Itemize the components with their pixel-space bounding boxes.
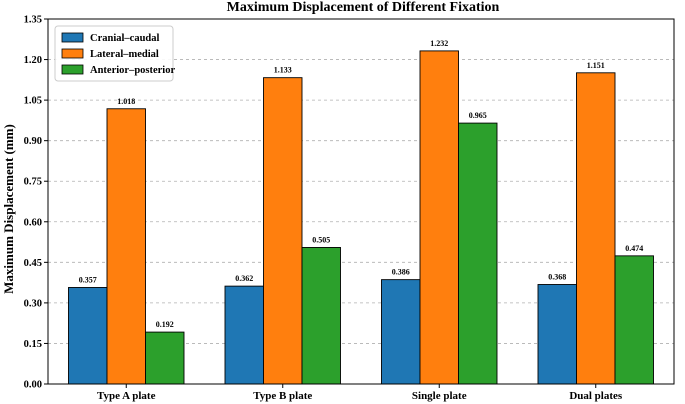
plot-frame — [47, 18, 675, 385]
bar-value-label: 1.018 — [117, 97, 135, 106]
bar-value-label: 1.151 — [587, 61, 605, 70]
bar-value-label: 0.505 — [312, 235, 330, 244]
legend-box — [54, 25, 174, 82]
bar-value-label: 0.368 — [548, 273, 566, 282]
bar — [145, 331, 185, 385]
bar — [224, 285, 264, 385]
bar — [106, 108, 146, 385]
bar — [614, 255, 654, 385]
x-tick-label: Single plate — [412, 390, 467, 402]
y-tick-label: 0.45 — [24, 258, 42, 269]
bar-value-label: 0.386 — [392, 268, 410, 277]
data-labels: 0.357 1.018 0.192 0.362 1.133 0.505 0.386 1.232… — [79, 39, 644, 329]
legend-label: Cranial–caudal — [90, 33, 160, 44]
legend-swatch — [61, 64, 84, 75]
bar — [419, 50, 459, 385]
x-tick-label: Dual plates — [569, 390, 623, 402]
x-tick-label: Type A plate — [97, 390, 156, 402]
y-tick-label: 1.35 — [24, 15, 42, 26]
legend-swatch — [61, 48, 84, 59]
y-tick-label: 0.60 — [24, 217, 42, 228]
y-axis-label: Maximum Displacement (mm) — [1, 124, 16, 294]
legend-swatch — [61, 32, 84, 43]
bar-value-label: 1.232 — [430, 39, 448, 48]
bar — [301, 247, 341, 385]
legend-label: Anterior–posterior — [90, 65, 175, 76]
bar-value-label: 1.133 — [274, 66, 292, 75]
bar — [576, 72, 616, 385]
axes: 0.00 0.15 0.30 0.45 0.60 0.75 0.90 1.05 1.20 1.35… — [24, 15, 675, 402]
legend-label: Lateral–medial — [90, 49, 159, 60]
y-tick-label: 0.15 — [24, 339, 42, 350]
bar-value-label: 0.965 — [469, 111, 487, 120]
bar-value-label: 0.357 — [79, 275, 97, 284]
bar — [263, 77, 303, 385]
y-tick-label: 0.90 — [24, 136, 42, 147]
bars — [68, 50, 654, 385]
bar — [68, 287, 108, 385]
y-tick-label: 0.00 — [24, 380, 42, 391]
bar-value-label: 0.192 — [156, 320, 174, 329]
chart-title: Maximum Displacement of Different Fixati… — [227, 0, 500, 15]
y-tick-label: 1.20 — [24, 55, 42, 66]
y-tick-label: 0.30 — [24, 298, 42, 309]
bar — [537, 284, 577, 385]
bar — [458, 122, 498, 385]
bar-value-label: 0.362 — [235, 274, 253, 283]
legend: Cranial–caudal Lateral–medial Anterior–pos… — [54, 25, 175, 82]
y-tick-label: 0.75 — [24, 177, 42, 188]
x-tick-label: Type B plate — [253, 390, 312, 402]
y-tick-label: 1.05 — [24, 96, 42, 107]
bar — [381, 279, 421, 385]
bar-value-label: 0.474 — [625, 244, 643, 253]
